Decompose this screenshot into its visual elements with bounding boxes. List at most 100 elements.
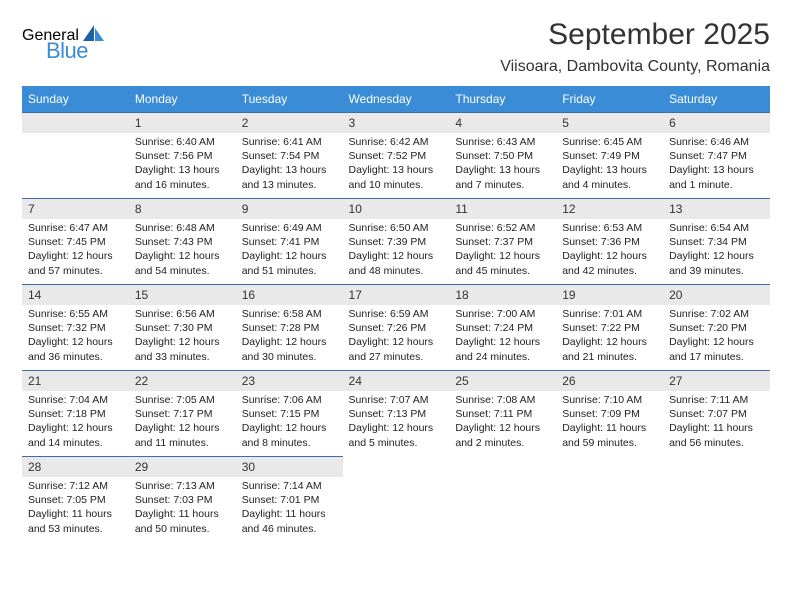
- day-details: Sunrise: 6:59 AMSunset: 7:26 PMDaylight:…: [343, 305, 450, 370]
- daylight-line: Daylight: 12 hours and 21 minutes.: [562, 335, 657, 363]
- calendar-cell: [556, 456, 663, 542]
- sunset-line: Sunset: 7:47 PM: [669, 149, 764, 163]
- calendar-cell: 5Sunrise: 6:45 AMSunset: 7:49 PMDaylight…: [556, 112, 663, 198]
- day-number: 26: [556, 370, 663, 391]
- daylight-line: Daylight: 12 hours and 24 minutes.: [455, 335, 550, 363]
- sunset-line: Sunset: 7:36 PM: [562, 235, 657, 249]
- day-number: 23: [236, 370, 343, 391]
- daylight-line: Daylight: 13 hours and 1 minute.: [669, 163, 764, 191]
- sunrise-line: Sunrise: 6:46 AM: [669, 135, 764, 149]
- day-number: 25: [449, 370, 556, 391]
- sunrise-line: Sunrise: 6:50 AM: [349, 221, 444, 235]
- sunset-line: Sunset: 7:30 PM: [135, 321, 230, 335]
- sunrise-line: Sunrise: 6:56 AM: [135, 307, 230, 321]
- day-details: Sunrise: 6:58 AMSunset: 7:28 PMDaylight:…: [236, 305, 343, 370]
- sunset-line: Sunset: 7:18 PM: [28, 407, 123, 421]
- sunset-line: Sunset: 7:43 PM: [135, 235, 230, 249]
- calendar-cell: 7Sunrise: 6:47 AMSunset: 7:45 PMDaylight…: [22, 198, 129, 284]
- sunset-line: Sunset: 7:11 PM: [455, 407, 550, 421]
- daylight-line: Daylight: 12 hours and 48 minutes.: [349, 249, 444, 277]
- day-number: 20: [663, 284, 770, 305]
- calendar-week-row: 7Sunrise: 6:47 AMSunset: 7:45 PMDaylight…: [22, 198, 770, 284]
- day-details: Sunrise: 7:00 AMSunset: 7:24 PMDaylight:…: [449, 305, 556, 370]
- sunset-line: Sunset: 7:56 PM: [135, 149, 230, 163]
- day-details: Sunrise: 7:10 AMSunset: 7:09 PMDaylight:…: [556, 391, 663, 456]
- day-details: Sunrise: 7:05 AMSunset: 7:17 PMDaylight:…: [129, 391, 236, 456]
- sunrise-line: Sunrise: 7:00 AM: [455, 307, 550, 321]
- sunrise-line: Sunrise: 6:54 AM: [669, 221, 764, 235]
- day-number: 18: [449, 284, 556, 305]
- daylight-line: Daylight: 13 hours and 7 minutes.: [455, 163, 550, 191]
- sunrise-line: Sunrise: 7:11 AM: [669, 393, 764, 407]
- day-details: Sunrise: 6:49 AMSunset: 7:41 PMDaylight:…: [236, 219, 343, 284]
- day-details: Sunrise: 6:40 AMSunset: 7:56 PMDaylight:…: [129, 133, 236, 198]
- calendar-cell: 26Sunrise: 7:10 AMSunset: 7:09 PMDayligh…: [556, 370, 663, 456]
- calendar-cell: 29Sunrise: 7:13 AMSunset: 7:03 PMDayligh…: [129, 456, 236, 542]
- day-details: Sunrise: 6:53 AMSunset: 7:36 PMDaylight:…: [556, 219, 663, 284]
- day-header: Saturday: [663, 86, 770, 112]
- daylight-line: Daylight: 11 hours and 56 minutes.: [669, 421, 764, 449]
- day-details: Sunrise: 6:46 AMSunset: 7:47 PMDaylight:…: [663, 133, 770, 198]
- daylight-line: Daylight: 13 hours and 13 minutes.: [242, 163, 337, 191]
- calendar-cell: 11Sunrise: 6:52 AMSunset: 7:37 PMDayligh…: [449, 198, 556, 284]
- daylight-line: Daylight: 12 hours and 57 minutes.: [28, 249, 123, 277]
- sunrise-line: Sunrise: 7:04 AM: [28, 393, 123, 407]
- day-details: Sunrise: 7:02 AMSunset: 7:20 PMDaylight:…: [663, 305, 770, 370]
- sunset-line: Sunset: 7:24 PM: [455, 321, 550, 335]
- day-number: 27: [663, 370, 770, 391]
- daylight-line: Daylight: 13 hours and 16 minutes.: [135, 163, 230, 191]
- day-header: Thursday: [449, 86, 556, 112]
- empty-day: [22, 112, 129, 133]
- day-details: Sunrise: 6:55 AMSunset: 7:32 PMDaylight:…: [22, 305, 129, 370]
- calendar-week-row: 21Sunrise: 7:04 AMSunset: 7:18 PMDayligh…: [22, 370, 770, 456]
- day-number: 28: [22, 456, 129, 477]
- day-details: Sunrise: 6:42 AMSunset: 7:52 PMDaylight:…: [343, 133, 450, 198]
- day-details: Sunrise: 7:04 AMSunset: 7:18 PMDaylight:…: [22, 391, 129, 456]
- calendar-week-row: 28 Sunrise: 7:12 AMSunset: 7:05 PMDayligh…: [22, 456, 770, 542]
- calendar-cell: 10Sunrise: 6:50 AMSunset: 7:39 PMDayligh…: [343, 198, 450, 284]
- day-details: Sunrise: 6:41 AMSunset: 7:54 PMDaylight:…: [236, 133, 343, 198]
- daylight-line: Daylight: 11 hours and 53 minutes.: [28, 507, 123, 535]
- sunset-line: Sunset: 7:17 PM: [135, 407, 230, 421]
- daylight-line: Daylight: 12 hours and 36 minutes.: [28, 335, 123, 363]
- sunrise-line: Sunrise: 7:13 AM: [135, 479, 230, 493]
- calendar-table: Sunday Monday Tuesday Wednesday Thursday…: [22, 86, 770, 542]
- day-number: 1: [129, 112, 236, 133]
- calendar-cell: 9Sunrise: 6:49 AMSunset: 7:41 PMDaylight…: [236, 198, 343, 284]
- sunrise-line: Sunrise: 7:12 AM: [28, 479, 123, 493]
- day-header: Friday: [556, 86, 663, 112]
- day-number: 11: [449, 198, 556, 219]
- day-details: Sunrise: 6:50 AMSunset: 7:39 PMDaylight:…: [343, 219, 450, 284]
- calendar-cell: [343, 456, 450, 542]
- calendar-cell: [449, 456, 556, 542]
- calendar-cell: 25 Sunrise: 7:08 AMSunset: 7:11 PMDayligh…: [449, 370, 556, 456]
- calendar-cell: 1Sunrise: 6:40 AMSunset: 7:56 PMDaylight…: [129, 112, 236, 198]
- sunset-line: Sunset: 7:05 PM: [28, 493, 123, 507]
- daylight-line: Daylight: 12 hours and 2 minutes.: [455, 421, 550, 449]
- sunset-line: Sunset: 7:13 PM: [349, 407, 444, 421]
- sunrise-line: Sunrise: 6:45 AM: [562, 135, 657, 149]
- sunset-line: Sunset: 7:15 PM: [242, 407, 337, 421]
- sunrise-line: Sunrise: 7:02 AM: [669, 307, 764, 321]
- calendar-cell: 28 Sunrise: 7:12 AMSunset: 7:05 PMDayligh…: [22, 456, 129, 542]
- sunrise-line: Sunrise: 6:52 AM: [455, 221, 550, 235]
- calendar-cell: 16Sunrise: 6:58 AMSunset: 7:28 PMDayligh…: [236, 284, 343, 370]
- day-number: 7: [22, 198, 129, 219]
- calendar-cell: 13Sunrise: 6:54 AMSunset: 7:34 PMDayligh…: [663, 198, 770, 284]
- sunset-line: Sunset: 7:45 PM: [28, 235, 123, 249]
- location-subtitle: Viisoara, Dambovita County, Romania: [500, 58, 770, 76]
- sunrise-line: Sunrise: 7:08 AM: [455, 393, 550, 407]
- daylight-line: Daylight: 12 hours and 5 minutes.: [349, 421, 444, 449]
- day-number: 2: [236, 112, 343, 133]
- day-number: 15: [129, 284, 236, 305]
- daylight-line: Daylight: 12 hours and 51 minutes.: [242, 249, 337, 277]
- day-number: 5: [556, 112, 663, 133]
- day-details: Sunrise: 7:14 AMSunset: 7:01 PMDaylight:…: [236, 477, 343, 542]
- sunrise-line: Sunrise: 6:43 AM: [455, 135, 550, 149]
- sunset-line: Sunset: 7:52 PM: [349, 149, 444, 163]
- sunrise-line: Sunrise: 7:14 AM: [242, 479, 337, 493]
- day-number: 29: [129, 456, 236, 477]
- sunrise-line: Sunrise: 7:06 AM: [242, 393, 337, 407]
- calendar-cell: 18Sunrise: 7:00 AMSunset: 7:24 PMDayligh…: [449, 284, 556, 370]
- sunset-line: Sunset: 7:32 PM: [28, 321, 123, 335]
